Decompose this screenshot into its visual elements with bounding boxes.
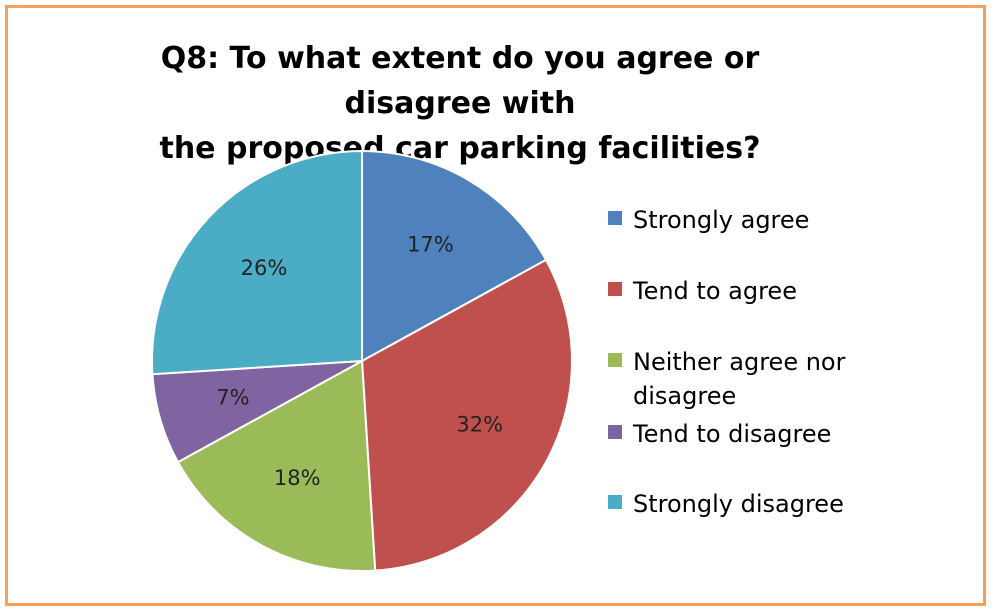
data-label-tend-to-agree: 32% <box>456 413 503 437</box>
chart-title-line-2: the proposed car parking facilities? <box>159 131 761 166</box>
pie-slice-strongly-agree <box>361 149 548 363</box>
legend-item-neither-agree-nor-disagree: Neither agree nor disagree <box>608 345 938 413</box>
legend-swatch <box>608 353 622 367</box>
legend-item-strongly-agree: Strongly agree <box>608 203 938 237</box>
data-label-strongly-agree: 17% <box>407 232 454 256</box>
legend-swatch <box>608 282 622 296</box>
legend-item-strongly-disagree: Strongly disagree <box>608 487 938 521</box>
legend-item-tend-to-agree: Tend to agree <box>608 274 938 308</box>
pie-slice-tend-to-agree <box>360 258 573 572</box>
legend-swatch <box>608 211 622 225</box>
chart-title-line-1: Q8: To what extent do you agree or disag… <box>160 41 760 121</box>
legend-swatch <box>608 495 622 509</box>
legend-label: Strongly agree <box>633 206 810 234</box>
legend-label: Neither agree nor disagree <box>633 348 846 410</box>
data-label-tend-to-disagree: 7% <box>216 385 249 409</box>
data-label-strongly-disagree: 26% <box>241 256 288 280</box>
data-label-neither-agree-nor-disagree: 18% <box>274 466 321 490</box>
pie-slice-neither-agree-nor-disagree <box>176 359 377 572</box>
legend-label: Strongly disagree <box>633 490 844 518</box>
legend-label: Tend to disagree <box>633 420 832 448</box>
legend-label: Tend to agree <box>633 277 797 305</box>
chart-title: Q8: To what extent do you agree or disag… <box>100 36 820 171</box>
legend-item-tend-to-disagree: Tend to disagree <box>608 417 938 451</box>
pie-slice-strongly-disagree <box>151 149 363 376</box>
legend-swatch <box>608 425 622 439</box>
